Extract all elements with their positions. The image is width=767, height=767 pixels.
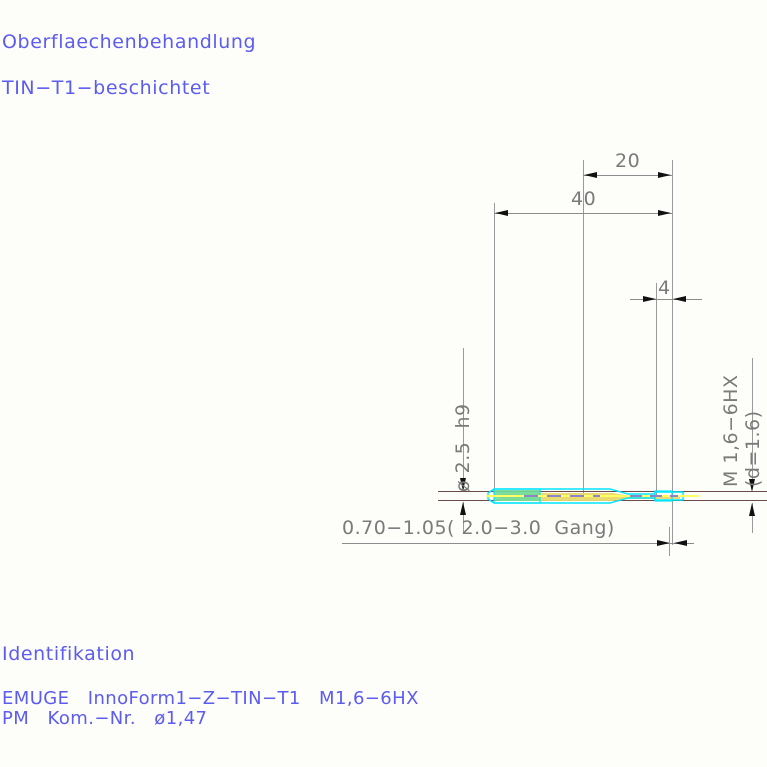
dim-20-text: 20 bbox=[615, 150, 641, 172]
pitch-note-leader-line bbox=[342, 543, 694, 544]
coating-value: TIN−T1−beschichtet bbox=[2, 77, 211, 99]
dim-thread-arrow-top bbox=[749, 479, 755, 492]
dim-20-arrow-left bbox=[584, 172, 597, 178]
ext-line-diameter bbox=[463, 348, 464, 490]
dim-thread-arrow-bottom bbox=[749, 503, 755, 516]
ext-line-right bbox=[672, 160, 673, 545]
dim-4-text: 4 bbox=[658, 277, 671, 299]
ext-line-left bbox=[494, 203, 495, 493]
dim-40-arrow-right bbox=[658, 210, 671, 216]
dim-40-arrow-left bbox=[495, 210, 508, 216]
ext-line-tip bbox=[656, 283, 657, 495]
identification-line-2: PM Kom.−Nr. ø1,47 bbox=[2, 708, 208, 729]
dim-40-text: 40 bbox=[571, 188, 597, 210]
pitch-note-tick bbox=[669, 527, 670, 556]
dim-diameter-arrow-bottom bbox=[460, 502, 466, 515]
pitch-note-arrow-left bbox=[657, 540, 670, 546]
identification-line-1: EMUGE InnoForm1−Z−TIN−T1 M1,6−6HX bbox=[2, 688, 419, 709]
dim-line-4 bbox=[630, 299, 702, 300]
pitch-note-text: 0.70−1.05( 2.0−3.0 Gang) bbox=[342, 517, 615, 539]
ext-line-diameter-lower bbox=[463, 502, 464, 532]
dim-line-20 bbox=[583, 175, 672, 176]
profile-top-extension bbox=[438, 491, 767, 492]
pitch-note-arrow-right bbox=[674, 540, 687, 546]
ext-line-thread-lower bbox=[752, 503, 753, 533]
dim-4-arrow-left bbox=[643, 296, 656, 302]
dim-20-arrow-right bbox=[658, 172, 671, 178]
surface-treatment-label: Oberflaechenbehandlung bbox=[2, 31, 257, 53]
identification-label: Identifikation bbox=[2, 643, 136, 665]
ext-line-center bbox=[583, 160, 584, 496]
dim-line-40 bbox=[494, 213, 672, 214]
dim-diameter-arrow-top bbox=[460, 478, 466, 491]
ext-line-thread bbox=[752, 358, 753, 483]
dim-4-arrow-right bbox=[673, 296, 686, 302]
